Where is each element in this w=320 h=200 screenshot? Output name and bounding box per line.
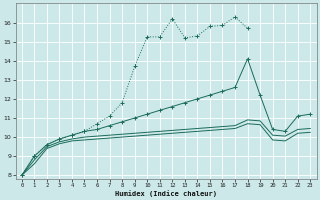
X-axis label: Humidex (Indice chaleur): Humidex (Indice chaleur)	[115, 190, 217, 197]
